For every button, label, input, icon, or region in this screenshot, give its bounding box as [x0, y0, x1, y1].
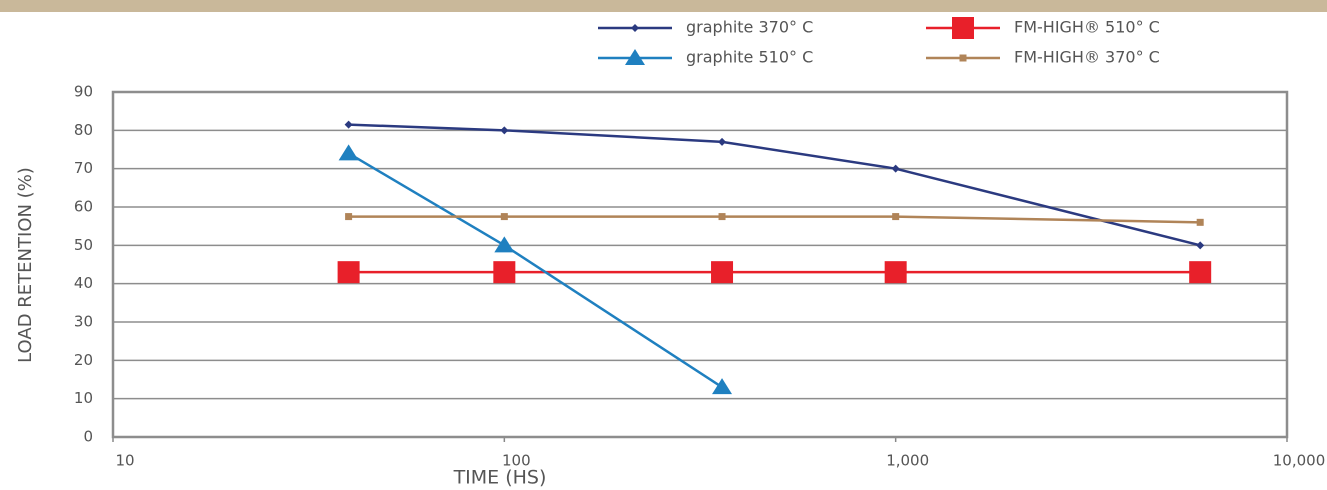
x-tick-label: 10,000: [1273, 452, 1326, 470]
marker: [718, 137, 727, 146]
plot-frame: [111, 90, 1289, 439]
y-tick-label: 0: [83, 428, 93, 446]
marker: [344, 120, 353, 129]
marker: [884, 261, 907, 284]
x-tick-label: 100: [502, 452, 531, 470]
y-tick-label: 20: [74, 351, 93, 369]
legend-item: FM-HIGH® 510° C: [926, 17, 1160, 39]
marker: [500, 213, 508, 221]
y-axis-label: LOAD RETENTION (%): [15, 167, 36, 363]
y-tick-label: 70: [74, 159, 93, 177]
legend-item: FM-HIGH® 370° C: [926, 48, 1160, 67]
legend-label: FM-HIGH® 370° C: [1014, 48, 1160, 67]
y-tick-label: 60: [74, 198, 93, 216]
y-tick-label: 50: [74, 236, 93, 254]
y-tick-label: 10: [74, 389, 93, 407]
y-tick-label: 80: [74, 121, 93, 139]
x-axis-label: TIME (HS): [453, 467, 547, 489]
marker: [892, 213, 900, 221]
marker: [952, 17, 974, 39]
series-line: [348, 215, 1201, 224]
marker: [625, 49, 645, 65]
marker: [345, 213, 353, 221]
legend-label: FM-HIGH® 510° C: [1014, 18, 1160, 37]
y-tick-label: 40: [74, 274, 93, 292]
marker: [493, 261, 516, 284]
marker: [631, 24, 639, 32]
marker: [959, 54, 967, 62]
legend-item: graphite 510° C: [598, 48, 813, 67]
marker: [500, 126, 509, 135]
marker: [711, 261, 734, 284]
header-texture: [0, 0, 1327, 12]
legend-item: graphite 370° C: [598, 18, 813, 37]
legend-label: graphite 370° C: [686, 18, 813, 37]
marker: [891, 164, 900, 173]
marker: [718, 213, 726, 221]
legend-label: graphite 510° C: [686, 48, 813, 67]
series-line: [347, 152, 723, 389]
x-tick-label: 10: [115, 452, 134, 470]
y-tick-label: 90: [74, 83, 93, 101]
marker: [1196, 218, 1204, 226]
marker: [494, 236, 515, 253]
marker: [338, 144, 359, 161]
marker: [1189, 261, 1212, 284]
series-line: [348, 123, 1201, 247]
marker: [1196, 241, 1205, 250]
marker: [337, 261, 360, 284]
x-tick-label: 1,000: [886, 452, 929, 470]
marker: [712, 378, 733, 395]
y-tick-label: 30: [74, 313, 93, 331]
